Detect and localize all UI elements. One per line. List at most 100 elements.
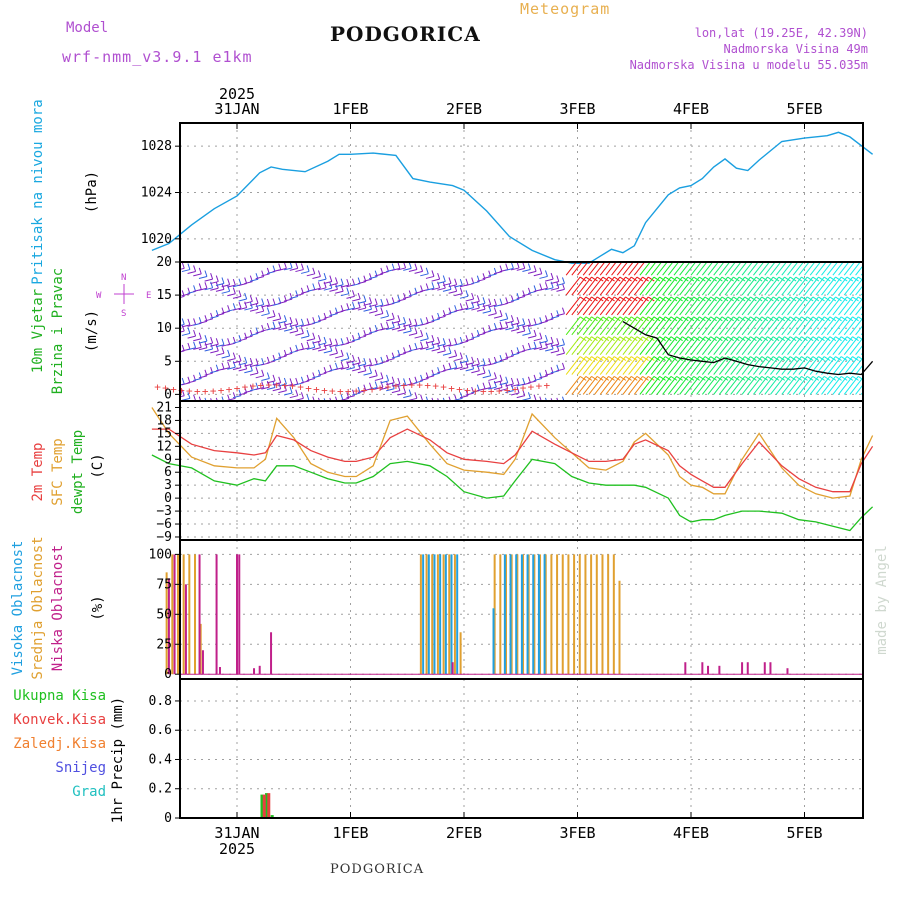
wind-barb bbox=[232, 360, 242, 364]
wind-barb bbox=[639, 262, 651, 276]
wind-barb bbox=[801, 336, 808, 342]
wind-barb bbox=[619, 276, 627, 282]
wind-barb bbox=[425, 347, 435, 351]
wind-barb bbox=[671, 257, 677, 261]
y-tick-label: 5 bbox=[164, 354, 172, 369]
wind-barb bbox=[420, 338, 429, 342]
wind-barb bbox=[753, 336, 768, 355]
wind-barb bbox=[693, 356, 700, 361]
wind-barb bbox=[442, 288, 452, 292]
wind-barb bbox=[625, 375, 632, 381]
wind-barb bbox=[295, 318, 299, 325]
wind-barb bbox=[465, 354, 469, 362]
wind-barb bbox=[357, 281, 366, 285]
wind-barb bbox=[733, 296, 740, 302]
wind-barb bbox=[843, 316, 859, 336]
wind-barb bbox=[596, 375, 604, 381]
wind-barb bbox=[448, 284, 457, 288]
wind-barb bbox=[306, 265, 310, 272]
wind-barb bbox=[425, 283, 429, 290]
wind-barb bbox=[832, 356, 848, 375]
low-cloud-bar bbox=[184, 584, 187, 675]
y-tick-label: −9 bbox=[156, 530, 172, 545]
wind-barb bbox=[499, 327, 508, 330]
wind-barb bbox=[864, 357, 870, 361]
wind-barb bbox=[154, 305, 162, 307]
wind-barb bbox=[414, 327, 418, 334]
wind-barb bbox=[724, 376, 740, 395]
wind-barb bbox=[784, 375, 791, 381]
wind-barb bbox=[510, 377, 514, 385]
wind-barb bbox=[577, 316, 592, 336]
wind-barb bbox=[454, 358, 463, 362]
wind-barb bbox=[747, 296, 763, 316]
wind-barb bbox=[596, 296, 604, 302]
wind-barb bbox=[613, 336, 621, 342]
wind-barb bbox=[397, 392, 406, 396]
wind-barb bbox=[693, 336, 700, 342]
wind-barb bbox=[605, 262, 617, 276]
wind-barb bbox=[488, 273, 497, 277]
wind-barb bbox=[442, 338, 446, 345]
high-cloud-bar bbox=[450, 554, 453, 675]
wind-barb bbox=[562, 283, 565, 290]
wind-barb bbox=[713, 316, 729, 336]
wind-barb bbox=[374, 298, 378, 305]
wind-barb bbox=[266, 360, 276, 364]
wind-barb bbox=[295, 389, 299, 396]
wind-barb bbox=[283, 267, 293, 271]
gust-marker: + bbox=[353, 385, 360, 398]
mid-cloud-bar bbox=[590, 554, 593, 675]
wind-barb bbox=[459, 295, 469, 299]
y-tick-label: 3 bbox=[164, 478, 172, 493]
wind-barb bbox=[843, 262, 856, 276]
wind-barb bbox=[403, 296, 412, 299]
wind-barb bbox=[380, 315, 389, 319]
wind-barb bbox=[846, 336, 854, 342]
wind-barb bbox=[565, 356, 581, 375]
high-cloud-bar bbox=[422, 554, 425, 675]
wind-barb bbox=[770, 296, 785, 316]
wind-barb bbox=[499, 298, 503, 305]
wind-barbs bbox=[154, 257, 881, 405]
wind-barb bbox=[818, 375, 825, 381]
wind-barb bbox=[622, 296, 638, 316]
wind-barb bbox=[443, 403, 451, 405]
wind-barb bbox=[187, 347, 196, 351]
wind-barb bbox=[363, 384, 367, 391]
wind-barb bbox=[295, 324, 304, 328]
high-cloud-bar bbox=[520, 554, 523, 675]
wind-barb bbox=[662, 376, 678, 395]
wind-barb bbox=[699, 296, 706, 302]
wind-barb bbox=[764, 376, 780, 395]
wind-barb bbox=[591, 336, 598, 342]
wind-barb bbox=[875, 257, 881, 261]
wind-barb bbox=[690, 376, 706, 395]
wind-barb bbox=[181, 344, 185, 352]
wind-barb bbox=[323, 343, 332, 347]
wind-barb bbox=[625, 316, 632, 322]
wind-barb bbox=[815, 336, 831, 355]
y-tick-label: 0 bbox=[164, 491, 172, 506]
wind-barb bbox=[628, 296, 643, 316]
wind-barb bbox=[261, 377, 270, 381]
compass-w: W bbox=[96, 291, 102, 301]
wind-barb bbox=[221, 347, 225, 354]
wind-barb bbox=[369, 387, 378, 391]
wind-barb bbox=[193, 403, 201, 405]
wind-barb bbox=[374, 324, 378, 332]
wind-barb bbox=[659, 336, 666, 342]
wind-barb bbox=[204, 372, 213, 376]
wind-barb bbox=[730, 316, 746, 336]
wind-barb bbox=[809, 296, 825, 316]
wind-barb bbox=[300, 335, 310, 339]
wind-barb bbox=[272, 382, 281, 386]
wind-barb bbox=[852, 375, 859, 381]
wind-barb bbox=[357, 356, 361, 364]
wind-barb bbox=[505, 263, 509, 270]
wind-barb bbox=[832, 336, 848, 355]
wind-barb bbox=[594, 262, 606, 276]
wind-barb bbox=[476, 372, 486, 376]
wind-barb bbox=[448, 367, 457, 371]
gust-marker: + bbox=[385, 381, 392, 394]
